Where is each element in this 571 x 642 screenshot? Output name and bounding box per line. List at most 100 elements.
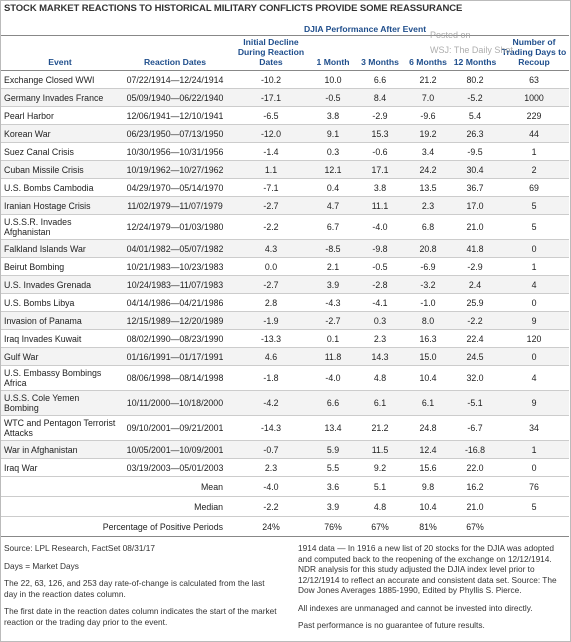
value-cell: 21.2 [355,415,405,441]
header-row: Event Reaction Dates Initial Decline Durin… [1,35,570,71]
table-row: Beirut Bombing 10/21/1983—10/23/1983 0.0 2.… [1,257,570,276]
value-cell: 11.5 [355,440,405,459]
value-cell: -10.2 [231,70,311,89]
value-cell: 04/14/1986—04/21/1986 [119,293,231,312]
summary-row: Median -2.2 3.9 4.8 10.4 21.0 5 [1,496,570,517]
value-cell: 11.1 [355,196,405,215]
table-row: Germany Invades France 05/09/1940—06/22/1… [1,88,570,107]
value-cell: 4.3 [231,239,311,258]
watermark: Posted on WSJ: The Daily Shot [430,28,513,58]
data-table: DJIA Performance After Event Event Reacti… [1,18,570,537]
value-cell: 24.5 [451,347,500,366]
value-cell: 15.0 [405,347,451,366]
value-cell: 2.3 [231,458,311,477]
summary-value: 5.1 [355,476,405,497]
notes-right: 1914 data — In 1916 a new list of 20 sto… [298,543,568,638]
value-cell: 24.2 [405,160,451,179]
event-cell: U.S. Invades Grenada [1,275,119,294]
value-cell: -4.3 [311,293,355,312]
event-cell: Pearl Harbor [1,106,119,125]
note: The 22, 63, 126, and 253 day rate-of-cha… [4,578,265,599]
event-cell: Korean War [1,124,119,143]
value-cell: 4 [499,365,570,391]
value-cell: 6.7 [311,214,355,240]
table-row: U.S. Invades Grenada 10/24/1983—11/07/198… [1,275,570,294]
value-cell: 69 [499,178,570,197]
event-cell: U.S. Embassy Bombings Africa [1,365,119,391]
value-cell: 26.3 [451,124,500,143]
notes-left: Source: LPL Research, FactSet 08/31/17 Da… [4,543,279,634]
value-cell: 17.0 [451,196,500,215]
value-cell: 12/24/1979—01/03/1980 [119,214,231,240]
value-cell: -14.3 [231,415,311,441]
value-cell: -7.1 [231,178,311,197]
value-cell: 4.7 [311,196,355,215]
value-cell: -4.2 [231,390,311,416]
spacer [1,18,119,36]
value-cell: -13.3 [231,329,311,348]
watermark-line: Posted on [430,30,471,40]
value-cell: 12/06/1941—12/10/1941 [119,106,231,125]
value-cell: 10/24/1983—11/07/1983 [119,275,231,294]
column-header: Event [1,35,119,71]
value-cell: 2.8 [231,293,311,312]
value-cell: -1.9 [231,311,311,330]
value-cell: 7.0 [405,88,451,107]
table-row: Exchange Closed WWI 07/22/1914—12/24/1914… [1,70,570,89]
note: 1914 data — In 1916 a new list of 20 sto… [298,543,557,595]
value-cell: 9 [499,390,570,416]
value-cell: 04/29/1970—05/14/1970 [119,178,231,197]
summary-value: 21.0 [451,496,500,517]
value-cell: 12.1 [311,160,355,179]
value-cell: 2.3 [355,329,405,348]
value-cell: 0.3 [355,311,405,330]
value-cell: -2.7 [231,196,311,215]
group-header-row: DJIA Performance After Event [1,18,570,36]
summary-value: 3.9 [311,496,355,517]
value-cell: -1.8 [231,365,311,391]
value-cell: 32.0 [451,365,500,391]
value-cell: 0 [499,347,570,366]
value-cell: 12/15/1989—12/20/1989 [119,311,231,330]
summary-value: 3.6 [311,476,355,497]
value-cell: 11.8 [311,347,355,366]
value-cell: 1000 [499,88,570,107]
title: STOCK MARKET REACTIONS TO HISTORICAL MIL… [4,3,463,14]
column-header: Reaction Dates [119,35,231,71]
summary-row: Percentage of Positive Periods 24% 76% 67% 8… [1,516,570,537]
table-row: WTC and Pentagon Terrorist Attacks 09/10/… [1,415,570,441]
table-row: Falkland Islands War 04/01/1982—05/07/198… [1,239,570,258]
value-cell: 9 [499,311,570,330]
value-cell: 0 [499,239,570,258]
value-cell: 21.0 [451,214,500,240]
value-cell: 4 [499,275,570,294]
value-cell: -9.6 [405,106,451,125]
value-cell: 16.3 [405,329,451,348]
value-cell: 10/21/1983—10/23/1983 [119,257,231,276]
value-cell: 5.4 [451,106,500,125]
spacer [119,18,231,36]
value-cell: -9.8 [355,239,405,258]
column-header: 1 Month [311,35,355,71]
table-row: U.S. Embassy Bombings Africa 08/06/1998—0… [1,365,570,391]
value-cell: 0 [499,458,570,477]
value-cell: 6.8 [405,214,451,240]
value-cell: 44 [499,124,570,143]
value-cell: 10.0 [311,70,355,89]
summary-value: 24% [231,516,311,537]
value-cell: 10/11/2000—10/18/2000 [119,390,231,416]
event-cell: Suez Canal Crisis [1,142,119,161]
table-row: Iraq Invades Kuwait 08/02/1990—08/23/1990… [1,329,570,348]
value-cell: -5.2 [451,88,500,107]
value-cell: -2.2 [231,214,311,240]
note: The first date in the reaction dates col… [4,606,277,627]
event-cell: U.S. Bombs Cambodia [1,178,119,197]
value-cell: 5.5 [311,458,355,477]
value-cell: -2.9 [355,106,405,125]
summary-value: -2.2 [231,496,311,517]
value-cell: 4.8 [355,365,405,391]
value-cell: 0.4 [311,178,355,197]
value-cell: 80.2 [451,70,500,89]
value-cell: 10/05/2001—10/09/2001 [119,440,231,459]
